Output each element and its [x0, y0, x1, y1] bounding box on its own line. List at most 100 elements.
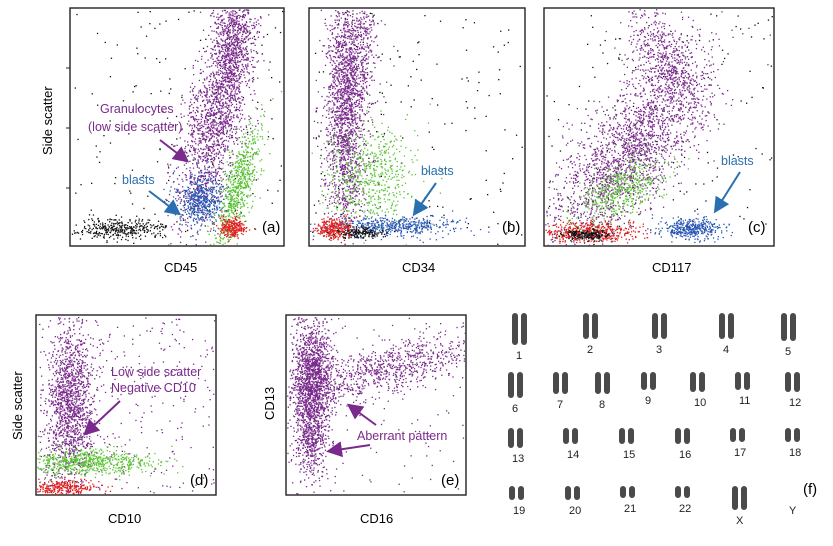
panel-e-arrow-upper	[346, 403, 377, 426]
chromosome-label-9: 9	[645, 395, 651, 407]
chromosome-label-Y: Y	[789, 505, 797, 517]
chromosome-label-13: 13	[512, 453, 524, 465]
panel-d-annotation-low-side-scatter: Low side scatter	[111, 365, 201, 379]
panel-c-frame	[543, 7, 775, 247]
panel-b-frame	[308, 7, 526, 247]
panel-c: (c) CD117 blasts	[543, 7, 775, 275]
chromosome-20	[574, 486, 580, 500]
chromosome-label-22: 22	[679, 503, 691, 515]
panel-c-label: (c)	[748, 219, 766, 236]
chromosome-10	[690, 372, 696, 392]
chromosome-12	[785, 372, 791, 392]
panel-a-label: (a)	[262, 219, 280, 236]
chromosome-18	[794, 428, 800, 442]
panel-a-frame	[69, 7, 285, 247]
panel-a-annotation-granulocytes: Granulocytes	[100, 102, 174, 116]
chromosome-X	[741, 486, 747, 510]
chromosome-14	[572, 428, 578, 444]
chromosome-label-1: 1	[516, 350, 522, 362]
chromosome-label-16: 16	[679, 449, 691, 461]
panel-b-label: (b)	[502, 219, 520, 236]
panel-c-annotation-blasts: blasts	[721, 154, 754, 168]
chromosome-22	[675, 486, 681, 498]
panel-e-xlabel: CD16	[360, 511, 393, 526]
chromosome-9	[641, 372, 647, 390]
chromosome-7	[562, 372, 568, 394]
chromosome-7	[553, 372, 559, 394]
chromosome-4	[719, 313, 725, 339]
chromosome-5	[790, 313, 796, 341]
chromosome-17	[739, 428, 745, 442]
chromosome-3	[652, 313, 658, 339]
panel-f-label: (f)	[803, 481, 817, 498]
chromosome-label-21: 21	[624, 503, 636, 515]
chromosome-label-14: 14	[567, 449, 579, 461]
chromosome-label-18: 18	[789, 447, 801, 459]
chromosome-19	[518, 486, 524, 500]
chromosome-9	[650, 372, 656, 390]
chromosome-label-3: 3	[656, 344, 662, 356]
panel-e-ylabel: CD13	[262, 387, 277, 420]
chromosome-21	[620, 486, 626, 498]
panel-e: (e) CD16 CD13 Aberrant pattern	[262, 314, 467, 526]
panel-d-frame	[35, 314, 217, 496]
chromosome-6	[508, 372, 514, 398]
panel-d-annotation-negative-cd10: Negative CD10	[111, 381, 196, 395]
chromosome-16	[684, 428, 690, 444]
chromosome-22	[684, 486, 690, 498]
chromosome-10	[699, 372, 705, 392]
chromosome-18	[785, 428, 791, 442]
panel-a-ylabel: Side scatter	[40, 86, 55, 155]
panel-d-ylabel: Side scatter	[10, 371, 25, 440]
chromosome-label-11: 11	[739, 395, 750, 407]
panel-a: (a) CD45 Side scatter Granulocytes (low …	[40, 7, 285, 275]
chromosome-label-5: 5	[785, 346, 791, 358]
chromosome-label-X: X	[736, 515, 744, 527]
panel-a-annotation-blasts: blasts	[122, 173, 155, 187]
panel-e-arrow-lower	[326, 441, 371, 458]
panel-a-granulocytes-arrow	[159, 139, 190, 163]
chromosome-2	[583, 313, 589, 339]
chromosome-8	[595, 372, 601, 394]
chromosome-label-6: 6	[512, 403, 518, 415]
panel-d-scatter	[37, 316, 216, 496]
panel-d-xlabel: CD10	[108, 511, 141, 526]
panel-c-blasts-arrow	[713, 171, 741, 214]
chromosome-label-2: 2	[587, 344, 593, 356]
chromosome-17	[730, 428, 736, 442]
chromosome-6	[517, 372, 523, 398]
chromosome-20	[565, 486, 571, 500]
panel-a-blasts-arrow	[148, 190, 182, 216]
panel-a-xlabel: CD45	[164, 260, 197, 275]
panel-d-label: (d)	[190, 472, 208, 489]
chromosome-label-19: 19	[513, 505, 525, 517]
chromosome-label-12: 12	[789, 397, 801, 409]
panel-e-annotation-aberrant-pattern: Aberrant pattern	[357, 429, 447, 443]
chromosome-21	[629, 486, 635, 498]
chromosome-2	[592, 313, 598, 339]
panel-b-scatter	[310, 9, 523, 246]
panel-b-annotation-blasts: blasts	[421, 164, 454, 178]
panel-e-scatter	[287, 316, 466, 495]
panel-a-annotation-low-side-scatter: (low side scatter)	[88, 120, 182, 134]
chromosome-label-15: 15	[623, 449, 635, 461]
chromosome-1	[521, 313, 527, 345]
chromosome-11	[744, 372, 750, 390]
chromosome-13	[508, 428, 514, 448]
panel-d: (d) CD10 Side scatter Low side scatter N…	[10, 314, 217, 526]
chromosome-19	[509, 486, 515, 500]
chromosome-1	[512, 313, 518, 345]
panel-b: (b) CD34 blasts	[308, 7, 526, 275]
chromosome-12	[794, 372, 800, 392]
panel-e-frame	[285, 314, 467, 496]
panel-d-arrow	[83, 400, 121, 436]
chromosome-5	[781, 313, 787, 341]
chromosome-label-10: 10	[694, 397, 706, 409]
chromosome-label-7: 7	[557, 399, 563, 411]
chromosome-14	[563, 428, 569, 444]
chromosome-4	[728, 313, 734, 339]
chromosome-16	[675, 428, 681, 444]
chromosome-X	[732, 486, 738, 510]
chromosome-label-17: 17	[734, 447, 746, 459]
